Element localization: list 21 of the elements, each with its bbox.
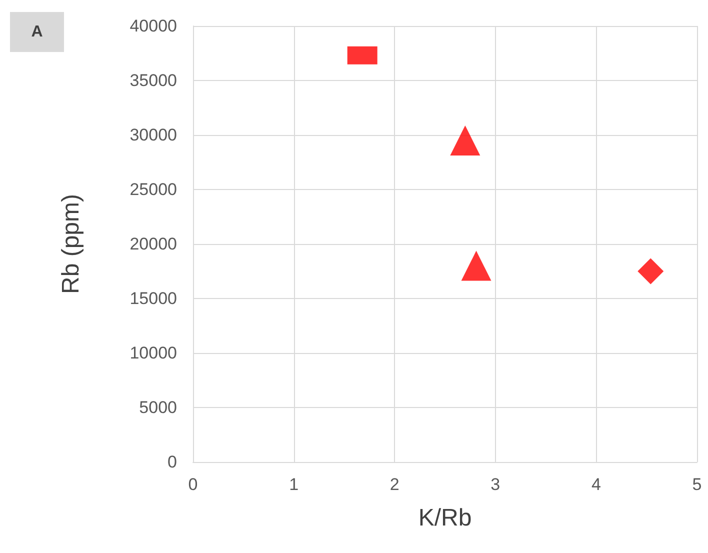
- x-tick-label: 3: [490, 475, 500, 494]
- x-tick-label: 4: [591, 475, 601, 494]
- text: A: [31, 24, 44, 40]
- y-tick-label: 35000: [130, 71, 177, 90]
- y-tick-label: 30000: [130, 126, 177, 144]
- y-tick-label: 5000: [139, 398, 177, 417]
- y-tick-label: 15000: [130, 289, 177, 308]
- point: [638, 258, 664, 284]
- y-tick-label: 20000: [130, 234, 177, 254]
- y-tick-label: 10000: [130, 344, 177, 362]
- x-tick-label: 1: [289, 475, 299, 494]
- y-axis-title: Rb (ppm): [58, 194, 84, 294]
- x-tick-label: 0: [188, 475, 198, 494]
- y-tick-label: 40000: [130, 16, 177, 36]
- point: [461, 250, 492, 281]
- point: [450, 125, 480, 156]
- y-tick-label: 0: [168, 452, 177, 472]
- x-tick-label: 2: [390, 475, 400, 494]
- x-axis-title: K/Rb: [418, 504, 472, 532]
- x-tick-label: 5: [692, 475, 702, 494]
- y-tick-label: 25000: [130, 180, 177, 199]
